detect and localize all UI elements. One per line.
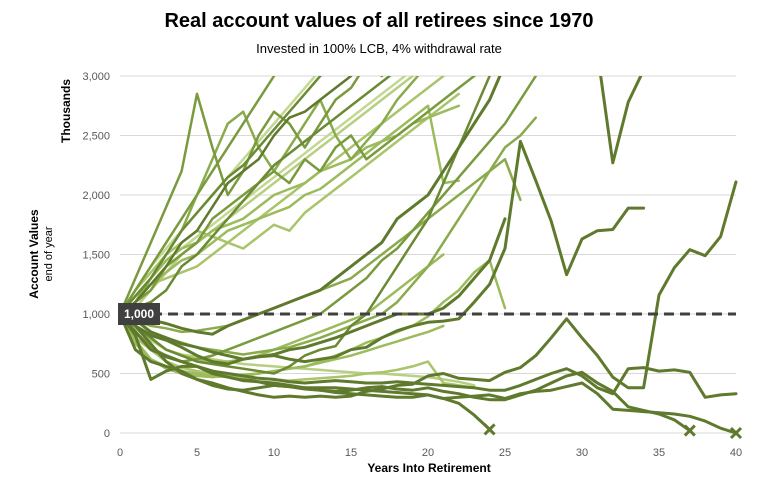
x-tick-label: 20 (422, 447, 434, 459)
x-tick-label: 40 (730, 447, 742, 459)
series-group (120, 76, 738, 434)
x-tick-labels: 0 5 10 15 20 25 30 35 40 (117, 447, 742, 459)
y-axis-title: Account Values (27, 209, 41, 299)
y-tick-labels: 0 500 1,000 1,500 2,000 2,500 3,000 (82, 71, 110, 440)
depletion-markers (483, 423, 743, 440)
x-tick-label: 15 (345, 447, 357, 459)
series-line (120, 76, 538, 363)
depletion-marker (483, 423, 496, 436)
y-axis-subtitle: end of year (43, 226, 55, 281)
x-tick-label: 30 (576, 447, 588, 459)
x-tick-label: 35 (653, 447, 665, 459)
series-line (120, 116, 538, 356)
x-tick-label: 0 (117, 447, 123, 459)
series-line (120, 104, 461, 316)
series-line (120, 139, 646, 366)
reference-label: 1,000 (118, 303, 160, 325)
depletion-marker (729, 426, 743, 440)
x-tick-label: 25 (499, 447, 511, 459)
reference-label-text: 1,000 (124, 307, 154, 321)
x-tick-label: 10 (268, 447, 280, 459)
x-tick-label: 5 (194, 447, 200, 459)
series-line (120, 217, 507, 361)
y-tick-label: 2,000 (82, 190, 110, 202)
chart-subtitle: Invested in 100% LCB, 4% withdrawal rate (256, 41, 502, 56)
series-line (120, 76, 446, 316)
y-tick-label: 3,000 (82, 71, 110, 83)
series-line (120, 312, 692, 433)
y-tick-label: 1,500 (82, 250, 110, 262)
series-line (120, 76, 491, 375)
y-tick-label: 1,000 (82, 309, 110, 321)
y-tick-label: 2,500 (82, 131, 110, 143)
y-tick-label: 500 (92, 369, 110, 381)
depletion-marker (683, 424, 696, 437)
x-axis-title: Years Into Retirement (367, 461, 490, 475)
series-line (120, 76, 392, 316)
series-line (120, 180, 738, 399)
y-tick-label: 0 (104, 428, 110, 440)
series-line (120, 76, 276, 316)
y-unit-label: Thousands (59, 79, 73, 143)
chart-title: Real account values of all retirees sinc… (164, 10, 594, 32)
series-line (120, 76, 477, 316)
series-line (120, 76, 384, 316)
series-line (120, 76, 643, 336)
series-line (120, 312, 738, 434)
series-line (120, 76, 323, 316)
series-line (120, 312, 738, 399)
series-line (120, 76, 317, 316)
series-line (120, 76, 353, 316)
